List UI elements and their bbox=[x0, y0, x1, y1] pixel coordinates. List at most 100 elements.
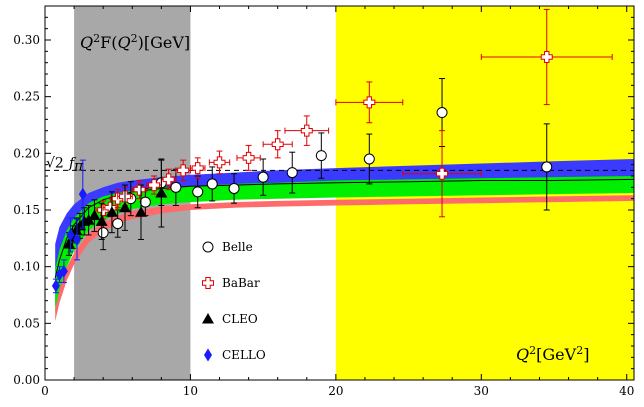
theory-band-1 bbox=[55, 176, 634, 312]
belle-point bbox=[315, 132, 327, 179]
babar-point bbox=[402, 130, 482, 218]
belle-point bbox=[192, 175, 204, 209]
belle-marker bbox=[363, 153, 375, 165]
reference-line-label: √2 f π bbox=[46, 155, 84, 174]
legend-label-babar: BaBar bbox=[222, 276, 260, 290]
babar-marker bbox=[177, 164, 190, 177]
y-tick-label: 0.15 bbox=[13, 203, 40, 217]
babar-point bbox=[208, 150, 231, 175]
cello-point bbox=[72, 218, 81, 261]
babar-point bbox=[480, 8, 613, 106]
babar-point bbox=[284, 115, 330, 146]
belle-point bbox=[257, 158, 269, 196]
x-axis-label: Q2[GeV2] bbox=[516, 344, 589, 365]
belle-marker bbox=[192, 186, 204, 198]
cleo-marker bbox=[105, 206, 118, 217]
legend-item-cleo: CLEO bbox=[202, 312, 258, 326]
babar-marker bbox=[300, 124, 313, 137]
cleo-point bbox=[118, 184, 131, 231]
legend-item-cello: CELLO bbox=[204, 348, 266, 362]
belle-marker bbox=[139, 196, 151, 208]
legend-marker-babar bbox=[202, 277, 214, 289]
legend-item-babar: BaBar bbox=[202, 276, 260, 290]
babar-marker bbox=[133, 183, 146, 196]
cleo-point bbox=[134, 184, 147, 240]
theory-band-0 bbox=[55, 159, 634, 307]
y-tick-label: 0.25 bbox=[13, 90, 40, 104]
ref-label-subscript: π bbox=[73, 158, 84, 174]
belle-marker bbox=[541, 161, 553, 173]
cleo-marker bbox=[118, 201, 131, 213]
x-tick-label: 30 bbox=[474, 384, 489, 398]
cleo-marker bbox=[82, 214, 95, 225]
cello-marker bbox=[72, 232, 81, 246]
cello-point bbox=[59, 259, 68, 284]
legend-label-cleo: CLEO bbox=[222, 312, 258, 326]
belle-point bbox=[286, 151, 298, 194]
babar-marker bbox=[191, 162, 204, 175]
belle-point bbox=[541, 123, 553, 211]
cleo-point bbox=[88, 199, 101, 233]
babar-point bbox=[160, 168, 177, 191]
data-series bbox=[51, 8, 613, 294]
y-tick-label: 0.20 bbox=[13, 146, 40, 160]
legend-label-belle: Belle bbox=[222, 240, 253, 254]
babar-marker bbox=[540, 51, 553, 63]
axis-ticks: 0 10 20 30 40 0.00 0.05 0.10 0.15 0.20 0.25 0.30 bbox=[13, 6, 634, 398]
babar-marker bbox=[436, 167, 449, 180]
x-tick-label: 10 bbox=[183, 384, 198, 398]
cleo-point bbox=[82, 204, 95, 236]
babar-marker bbox=[271, 138, 284, 151]
legend-marker-belle bbox=[202, 241, 214, 253]
legend-label-cello: CELLO bbox=[222, 348, 266, 362]
cleo-marker bbox=[95, 215, 108, 226]
belle-point bbox=[228, 173, 240, 204]
y-tick-label: 0.00 bbox=[13, 373, 40, 387]
babar-point bbox=[236, 144, 261, 171]
cleo-marker bbox=[62, 238, 75, 249]
x-tick-label: 0 bbox=[41, 384, 49, 398]
belle-marker bbox=[170, 181, 182, 193]
x-tick-label: 40 bbox=[619, 384, 634, 398]
babar-point bbox=[189, 157, 206, 179]
cleo-point bbox=[155, 158, 168, 228]
plot-border bbox=[44, 5, 635, 381]
babar-point bbox=[262, 130, 293, 159]
babar-marker bbox=[162, 173, 175, 186]
belle-point bbox=[363, 133, 375, 185]
x-tick-label: 20 bbox=[328, 384, 343, 398]
babar-point bbox=[335, 81, 404, 124]
cello-marker bbox=[66, 228, 75, 242]
cleo-marker bbox=[155, 187, 168, 198]
belle-point bbox=[206, 166, 218, 202]
belle-marker bbox=[112, 218, 124, 230]
belle-marker bbox=[286, 167, 298, 179]
belle-marker bbox=[206, 178, 218, 190]
cello-point bbox=[66, 217, 75, 253]
series-babar bbox=[95, 8, 613, 220]
ref-label-root: √2 bbox=[46, 155, 64, 171]
cello-marker bbox=[78, 187, 87, 201]
y-tick-label: 0.30 bbox=[13, 33, 40, 47]
legend: Belle BaBar CLEO CELLO bbox=[202, 240, 266, 362]
chart-title: Q2F(Q2)[GeV] bbox=[80, 32, 190, 53]
cleo-marker bbox=[134, 206, 147, 217]
y-tick-label: 0.05 bbox=[13, 316, 40, 330]
plot-frame bbox=[44, 5, 635, 381]
cello-marker bbox=[59, 264, 68, 278]
belle-marker bbox=[436, 107, 448, 119]
ref-label-f: f bbox=[68, 155, 77, 171]
cleo-point bbox=[95, 202, 108, 240]
belle-point bbox=[139, 187, 151, 217]
belle-marker bbox=[315, 150, 327, 162]
legend-marker-cleo bbox=[202, 313, 214, 324]
y-tick-label: 0.10 bbox=[13, 260, 40, 274]
belle-marker bbox=[97, 227, 109, 239]
series-cello bbox=[51, 159, 87, 294]
theory-bands bbox=[55, 159, 634, 322]
legend-marker-cello bbox=[204, 348, 212, 362]
cleo-point bbox=[105, 191, 118, 234]
babar-marker bbox=[213, 156, 226, 169]
babar-marker bbox=[363, 96, 376, 109]
